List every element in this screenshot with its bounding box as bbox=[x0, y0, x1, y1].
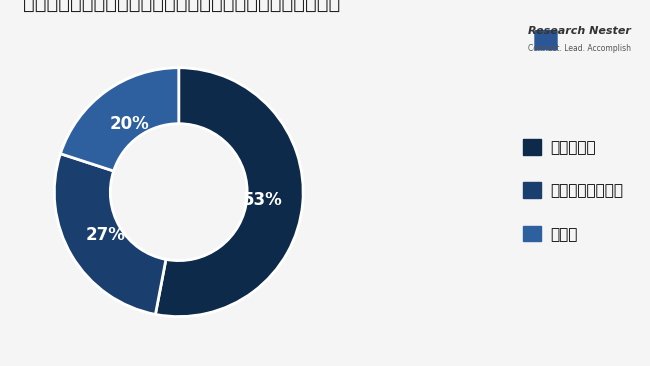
Text: Research Nester: Research Nester bbox=[528, 26, 630, 36]
Text: 53%: 53% bbox=[243, 191, 283, 209]
Text: 20%: 20% bbox=[109, 115, 149, 133]
FancyBboxPatch shape bbox=[534, 30, 546, 51]
FancyBboxPatch shape bbox=[546, 30, 558, 51]
Legend: 基底細胞癌, 急性骨髄性白血病, その他: 基底細胞癌, 急性骨髄性白血病, その他 bbox=[517, 133, 629, 248]
Text: 27%: 27% bbox=[86, 226, 126, 244]
Wedge shape bbox=[60, 68, 179, 171]
Text: Connect. Lead. Accomplish: Connect. Lead. Accomplish bbox=[528, 44, 630, 53]
Wedge shape bbox=[155, 68, 303, 317]
Text: ヘッジホッグ経路阻害剤市場ーアプリケーションによる分類: ヘッジホッグ経路阻害剤市場ーアプリケーションによる分類 bbox=[23, 0, 341, 13]
Wedge shape bbox=[55, 154, 166, 314]
